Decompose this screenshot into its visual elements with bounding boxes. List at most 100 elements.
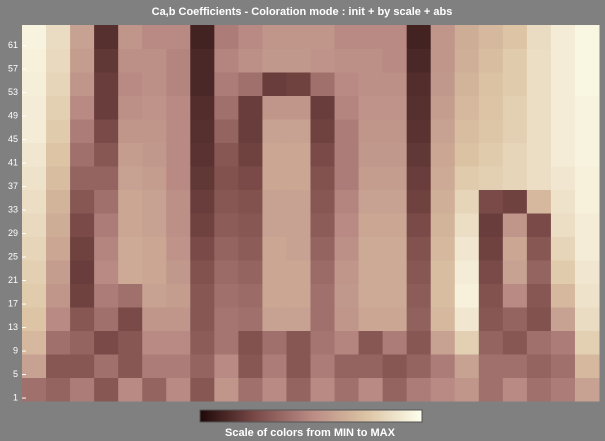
heatmap-cell	[94, 119, 119, 143]
heatmap-cell	[142, 49, 167, 73]
heatmap-cell	[94, 378, 119, 402]
heatmap-cell	[359, 166, 384, 190]
heatmap-cell	[383, 260, 408, 284]
heatmap-cell	[214, 166, 239, 190]
heatmap-cell	[46, 143, 71, 167]
heatmap-cell	[286, 284, 311, 308]
heatmap-cell	[166, 49, 191, 73]
heatmap-cell	[190, 96, 215, 120]
heatmap-cell	[551, 49, 576, 73]
heatmap-cell	[166, 213, 191, 237]
heatmap-cell	[94, 237, 119, 261]
heatmap-cell	[503, 213, 528, 237]
heatmap-cell	[407, 260, 432, 284]
heatmap-cell	[262, 190, 287, 214]
heatmap-cell	[166, 237, 191, 261]
heatmap-cell	[166, 284, 191, 308]
heatmap-cell	[479, 284, 504, 308]
heatmap-cell	[359, 260, 384, 284]
heatmap-cell	[527, 119, 552, 143]
heatmap-cell	[311, 25, 336, 49]
heatmap-cell	[575, 331, 600, 355]
heatmap-cell	[214, 96, 239, 120]
heatmap-cell	[190, 119, 215, 143]
heatmap-cell	[238, 166, 263, 190]
heatmap-cell	[311, 378, 336, 402]
heatmap-cell	[407, 331, 432, 355]
heatmap-cell	[335, 25, 360, 49]
heatmap-cell	[383, 213, 408, 237]
heatmap-cell	[551, 260, 576, 284]
heatmap-cell	[286, 166, 311, 190]
heatmap-cell	[527, 166, 552, 190]
heatmap-cell	[575, 284, 600, 308]
heatmap-cell	[527, 237, 552, 261]
heatmap-cell	[94, 284, 119, 308]
heatmap-cell	[262, 25, 287, 49]
heatmap-cell	[575, 237, 600, 261]
heatmap-cell	[527, 284, 552, 308]
heatmap-cell	[214, 119, 239, 143]
heatmap-cell	[431, 166, 456, 190]
heatmap-cell	[551, 25, 576, 49]
heatmap-cell	[335, 354, 360, 378]
y-tick-label: 25	[8, 251, 18, 261]
heatmap-cell	[238, 378, 263, 402]
heatmap-cell	[94, 49, 119, 73]
heatmap-cell	[286, 260, 311, 284]
heatmap-cell	[238, 72, 263, 96]
heatmap-cell	[142, 331, 167, 355]
heatmap-cell	[407, 307, 432, 331]
heatmap-cell	[142, 25, 167, 49]
heatmap-cell	[383, 96, 408, 120]
heatmap-cell	[407, 284, 432, 308]
heatmap-cell	[166, 166, 191, 190]
heatmap-cell	[311, 307, 336, 331]
heatmap-cell	[238, 354, 263, 378]
heatmap-cell	[166, 119, 191, 143]
heatmap-cell	[214, 143, 239, 167]
heatmap-cell	[575, 49, 600, 73]
heatmap-cell	[190, 237, 215, 261]
heatmap-cell	[118, 354, 143, 378]
heatmap-cell	[455, 260, 480, 284]
heatmap-cell	[407, 96, 432, 120]
heatmap-cell	[503, 237, 528, 261]
heatmap-cell	[503, 190, 528, 214]
heatmap-cell	[503, 354, 528, 378]
heatmap-cell	[383, 190, 408, 214]
heatmap-cell	[70, 49, 95, 73]
heatmap-cell	[142, 307, 167, 331]
heatmap-cell	[359, 354, 384, 378]
heatmap-cell	[94, 190, 119, 214]
heatmap-cell	[455, 307, 480, 331]
heatmap-cell	[118, 260, 143, 284]
heatmap-cell	[70, 260, 95, 284]
heatmap-cell	[214, 378, 239, 402]
heatmap-cell	[479, 72, 504, 96]
heatmap-cell	[455, 25, 480, 49]
heatmap-cell	[455, 72, 480, 96]
heatmap-cell	[94, 143, 119, 167]
heatmap-cell	[311, 143, 336, 167]
heatmap-cell	[311, 260, 336, 284]
y-tick-label: 53	[8, 87, 18, 97]
heatmap-cell	[46, 237, 71, 261]
heatmap-cell	[383, 331, 408, 355]
y-tick-label: 45	[8, 134, 18, 144]
heatmap-cell	[527, 260, 552, 284]
page: {"chart_data": { "type": "heatmap", "tit…	[0, 0, 605, 441]
heatmap-cell	[575, 143, 600, 167]
heatmap-cell	[46, 166, 71, 190]
heatmap-cell	[238, 143, 263, 167]
heatmap-cell	[238, 96, 263, 120]
heatmap-cell	[311, 213, 336, 237]
heatmap-cell	[214, 354, 239, 378]
heatmap-cell	[262, 213, 287, 237]
heatmap-cell	[479, 166, 504, 190]
heatmap-cell	[214, 190, 239, 214]
heatmap-cell	[383, 166, 408, 190]
heatmap-cell	[335, 307, 360, 331]
heatmap-cell	[238, 331, 263, 355]
heatmap-cell	[383, 49, 408, 73]
